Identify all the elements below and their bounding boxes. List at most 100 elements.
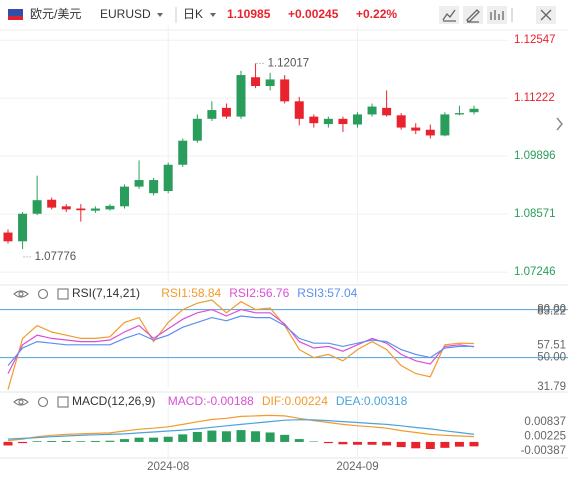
panel-title: RSI(7,14,21) [72, 286, 140, 300]
y-tick-label: -0.00387 [521, 445, 566, 457]
change-pct: +0.22% [356, 7, 397, 21]
reference-label: 50.00 [537, 352, 566, 364]
candle-body [192, 118, 202, 141]
macd-bar [294, 439, 304, 442]
flag [8, 9, 23, 20]
candle-body [338, 118, 348, 125]
dropdown-caret[interactable] [157, 13, 163, 17]
candle-body [236, 75, 246, 117]
candle-body [134, 180, 144, 187]
series-line [7, 414, 475, 442]
header: 欧元/美元 EURUSD 日K 1.10985 +0.00245 +0.22% [8, 6, 556, 24]
macd-bar [18, 441, 28, 444]
macd-bar [236, 430, 246, 442]
y-tick-label: 31.79 [537, 381, 566, 393]
macd-bar [163, 436, 173, 442]
candle-body [411, 127, 421, 131]
candle-body [90, 208, 100, 211]
legend-entry: RSI3:57.04 [297, 286, 357, 300]
macd-bar [323, 441, 333, 444]
candle-body [149, 180, 159, 194]
icon-draw[interactable] [466, 9, 480, 23]
macd-bar [454, 441, 464, 447]
icon-settings[interactable] [37, 396, 49, 408]
candle-body [396, 115, 406, 128]
macd-bar [178, 434, 188, 442]
macd-bar [90, 440, 100, 442]
y-tick-label: 1.12547 [514, 34, 556, 46]
legend-entry: DIF:0.00224 [262, 394, 328, 408]
candle-body [105, 205, 115, 210]
candle-body [469, 108, 479, 113]
y-tick-label: 1.08571 [514, 208, 556, 220]
macd-bar [105, 440, 115, 442]
annotation: 1.12017 [268, 57, 310, 69]
macd-bar [265, 432, 275, 442]
y-tick-label: 1.07246 [514, 266, 556, 278]
icon-bg[interactable] [463, 6, 483, 24]
y-tick-label: 1.11222 [514, 92, 555, 104]
candle-body [440, 114, 450, 136]
icon-toggle[interactable] [57, 288, 69, 300]
macd-bar [3, 441, 13, 446]
macd-bar [221, 431, 231, 442]
macd-bar [47, 440, 57, 442]
candle-body [294, 101, 304, 119]
y-tick-label: 1.09896 [514, 150, 556, 162]
y-tick-label: 0.00225 [524, 431, 566, 443]
change: +0.00245 [288, 7, 339, 21]
expand-arrow[interactable] [556, 117, 563, 131]
symbol-name: 欧元/美元 [30, 7, 81, 21]
macd-bar [280, 434, 290, 442]
dropdown-caret[interactable] [210, 13, 216, 17]
candle-body [382, 107, 392, 116]
icon-toggle[interactable] [57, 396, 69, 408]
candle-body [3, 232, 13, 242]
candle-body [309, 116, 319, 124]
candle-body [32, 200, 42, 214]
icon-bg[interactable] [487, 6, 507, 24]
series-line [7, 419, 475, 440]
reference-label: 80.00 [537, 304, 566, 316]
price: 1.10985 [227, 7, 271, 21]
macd-bar [120, 439, 129, 442]
candle-body [251, 77, 261, 86]
symbol[interactable]: EURUSD [100, 7, 151, 21]
macd-bar [425, 441, 435, 450]
icon-close[interactable] [540, 9, 552, 21]
x-tick-label: 2024-08 [147, 461, 189, 473]
macd-bar [382, 441, 392, 446]
panel-title: MACD(12,26,9) [72, 394, 155, 408]
candle-body [47, 199, 57, 208]
series-line [7, 299, 475, 390]
macd-bar [338, 441, 348, 445]
series-line [7, 315, 475, 366]
macd-bar [353, 441, 362, 445]
candle-body [61, 206, 71, 210]
y-tick-label: 0.00837 [524, 416, 566, 428]
legend-entry: RSI1:58.84 [161, 286, 221, 300]
series-line [7, 308, 475, 374]
icon-settings[interactable] [37, 288, 49, 300]
macd-bar [469, 441, 479, 447]
candle-body [178, 140, 188, 165]
macd-bar [367, 441, 377, 445]
annotation: 1.07776 [35, 251, 77, 263]
icon-bars[interactable] [490, 10, 504, 20]
macd-bar [61, 440, 71, 442]
legend-entry: DEA:0.00318 [336, 394, 408, 408]
candle-body [221, 107, 231, 117]
macd-bar [251, 431, 261, 442]
period[interactable]: 日K [183, 7, 203, 21]
icon-indicator[interactable] [442, 9, 456, 22]
y-tick-label: 57.51 [537, 340, 566, 352]
icon-eye[interactable] [13, 398, 29, 406]
macd-bar [134, 437, 144, 442]
x-tick-label: 2024-09 [336, 461, 378, 473]
candle-body [18, 213, 28, 242]
macd-bar [192, 431, 202, 442]
icon-eye[interactable] [13, 290, 29, 298]
candle-body [120, 186, 129, 207]
candle-body [425, 129, 435, 136]
